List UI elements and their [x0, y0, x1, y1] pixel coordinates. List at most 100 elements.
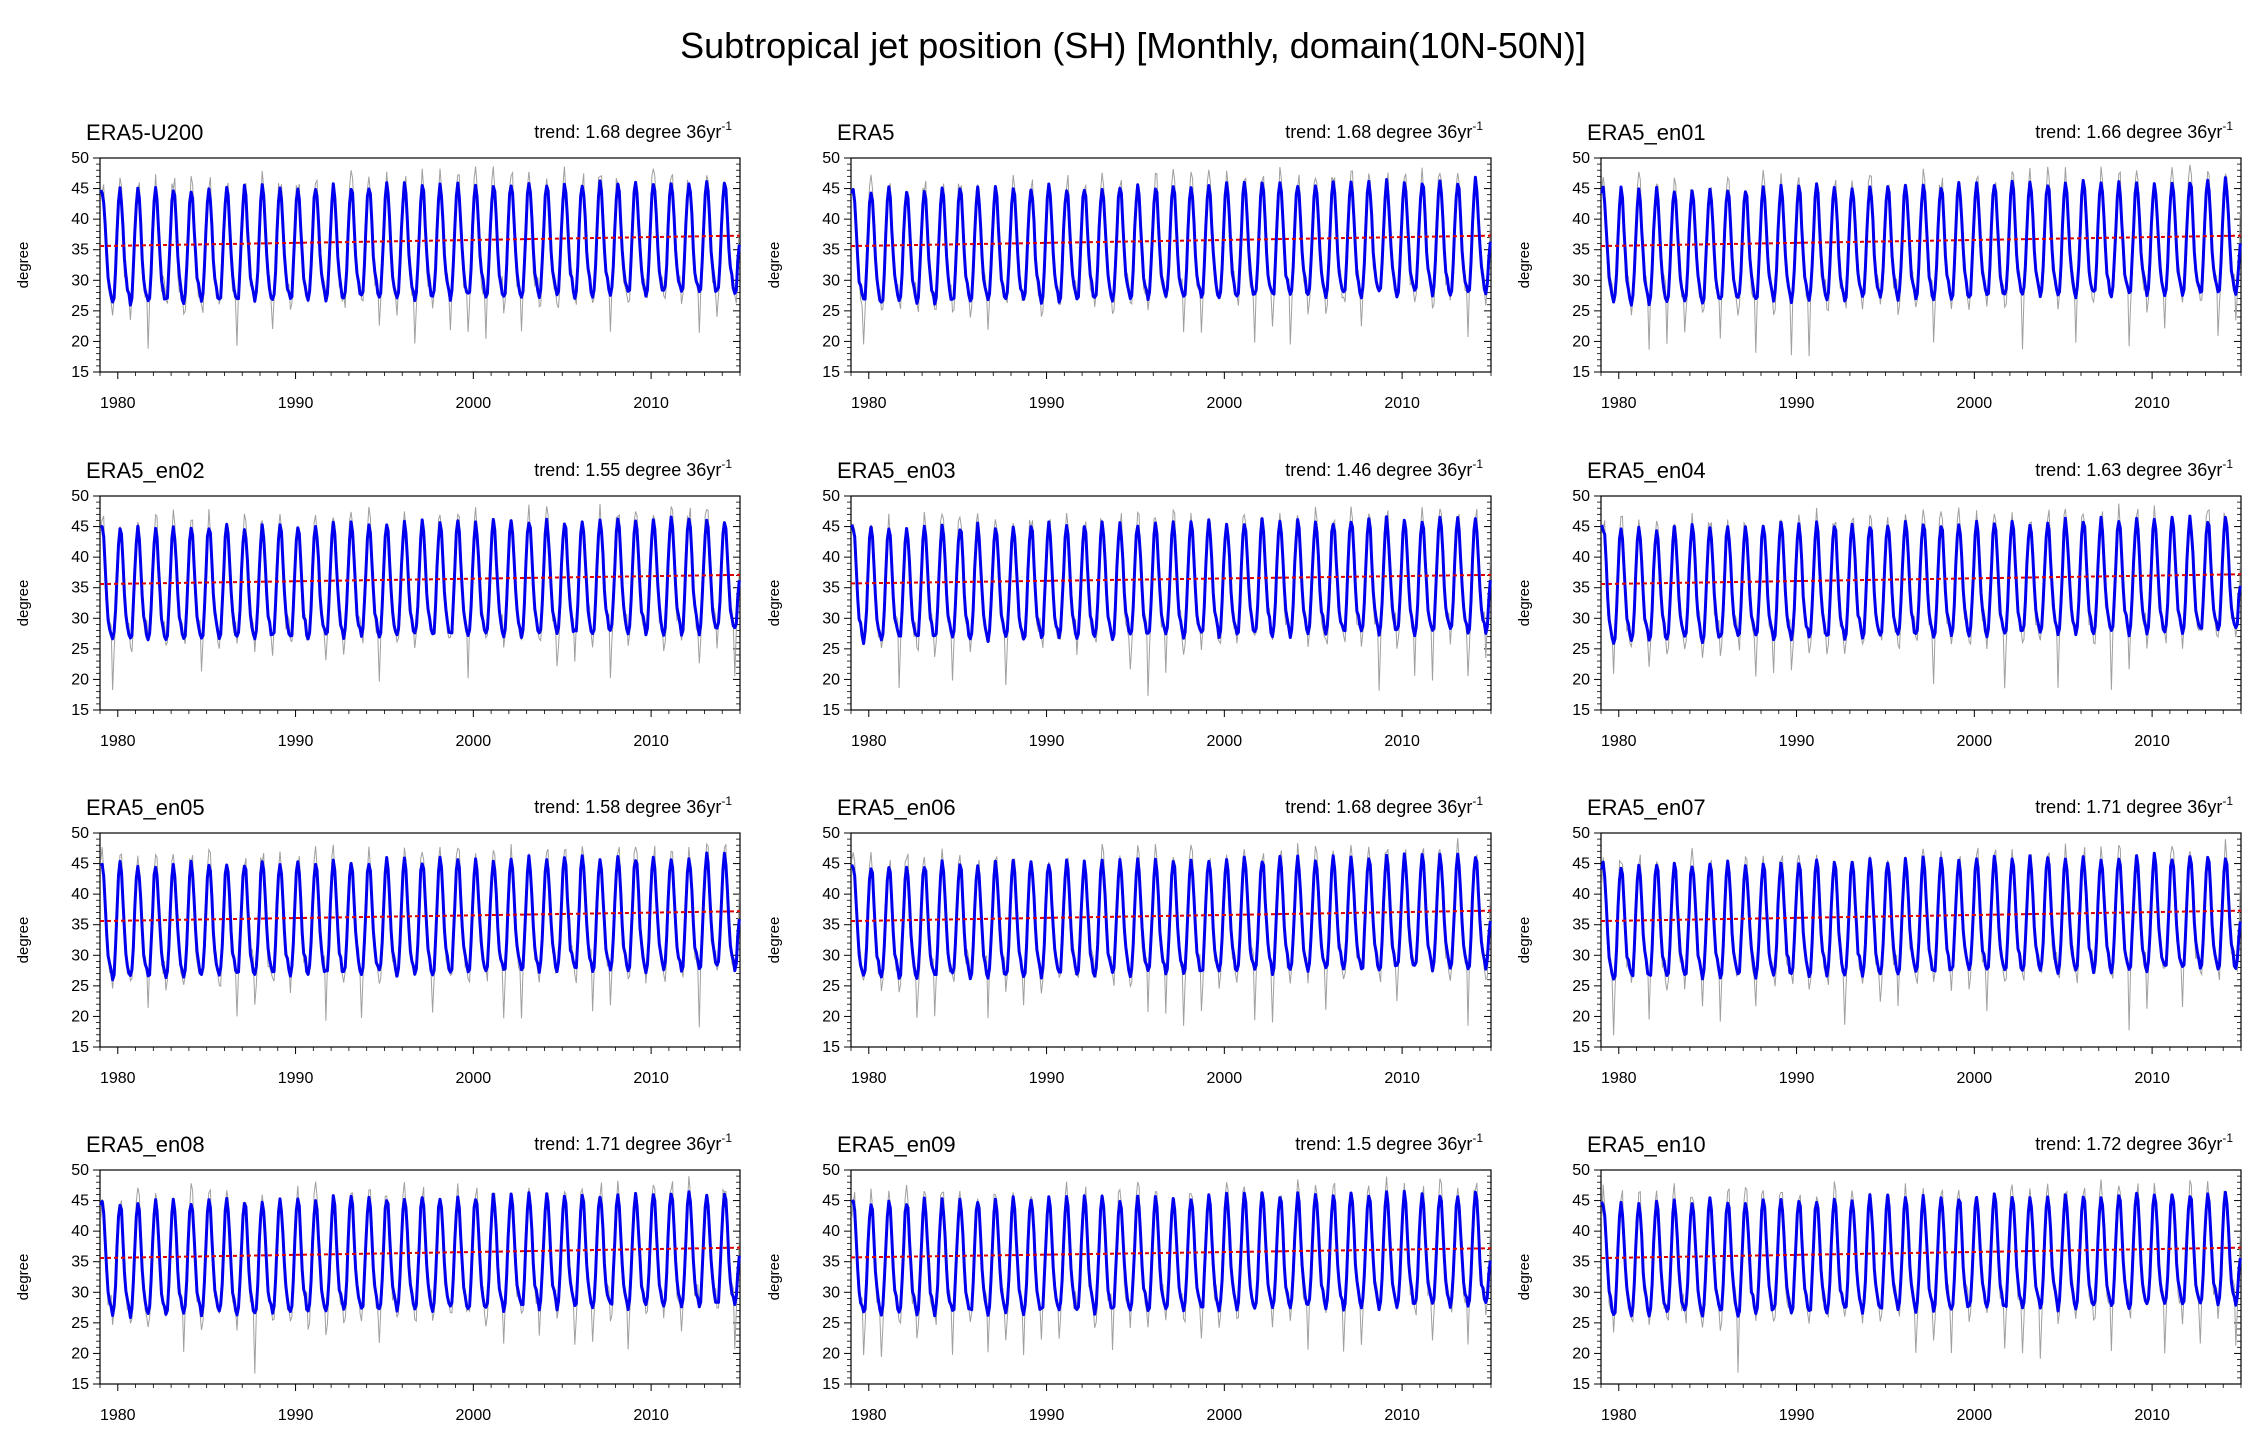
y-tick-label: 45 — [1572, 1193, 1590, 1210]
y-tick-label: 25 — [822, 303, 840, 320]
y-tick-label: 40 — [71, 549, 89, 566]
y-tick-label: 15 — [1572, 1039, 1590, 1056]
panel-title: ERA5_en06 — [837, 795, 956, 820]
y-axis-label: degree — [766, 1254, 783, 1301]
trend-line — [1600, 573, 2242, 586]
y-tick-label: 40 — [71, 211, 89, 228]
smoothed-series — [1600, 514, 2242, 645]
y-tick-label: 50 — [71, 1162, 89, 1179]
y-tick-label: 20 — [1572, 1345, 1590, 1362]
y-tick-label: 15 — [822, 364, 840, 381]
trend-label: trend: 1.68 degree 36yr-1 — [1285, 794, 1483, 817]
y-tick-label: 20 — [1572, 333, 1590, 350]
x-tick-label: 1990 — [1029, 733, 1065, 750]
smoothed-series — [850, 515, 1492, 646]
x-tick-label: 1990 — [1029, 1070, 1065, 1087]
panel-ERA5_en03: ERA5_en03 trend: 1.46 degree 36yr-1 15 20 25… — [766, 457, 1492, 750]
y-tick-label: 35 — [71, 917, 89, 934]
y-tick-label: 30 — [71, 272, 89, 289]
y-tick-label: 45 — [822, 181, 840, 198]
panel-ERA5-U200: ERA5-U200 trend: 1.68 degree 36yr-1 15 20 25… — [15, 119, 741, 412]
y-tick-label: 15 — [1572, 1376, 1590, 1393]
panel-title: ERA5_en04 — [1587, 458, 1706, 483]
x-tick-label: 2010 — [1384, 1070, 1420, 1087]
y-tick-label: 40 — [1572, 549, 1590, 566]
y-tick-label: 45 — [822, 519, 840, 536]
x-tick-label: 2010 — [633, 1070, 669, 1087]
y-tick-label: 30 — [822, 947, 840, 964]
y-tick-label: 20 — [822, 671, 840, 688]
x-tick-label: 1980 — [100, 1407, 136, 1424]
x-tick-label: 1990 — [278, 733, 314, 750]
trend-label: trend: 1.71 degree 36yr-1 — [2035, 794, 2233, 817]
x-tick-label: 2000 — [456, 395, 492, 412]
trend-line — [850, 909, 1492, 923]
y-tick-label: 30 — [822, 1284, 840, 1301]
y-axis-label: degree — [1516, 580, 1533, 627]
x-tick-label: 1980 — [1601, 1070, 1637, 1087]
trend-line — [1600, 234, 2242, 248]
y-tick-label: 20 — [1572, 671, 1590, 688]
y-tick-label: 45 — [1572, 856, 1590, 873]
y-tick-label: 20 — [822, 1345, 840, 1362]
x-tick-label: 2010 — [633, 395, 669, 412]
panel-ERA5_en10: ERA5_en10 trend: 1.72 degree 36yr-1 15 20 25… — [1516, 1131, 2242, 1424]
x-tick-label: 1980 — [851, 1070, 887, 1087]
x-tick-label: 1980 — [100, 395, 136, 412]
panel-ERA5_en09: ERA5_en09 trend: 1.5 degree 36yr-1 15 20 25 3… — [766, 1131, 1492, 1424]
x-tick-label: 1980 — [100, 733, 136, 750]
smoothed-series — [1600, 1190, 2242, 1318]
y-axis-label: degree — [15, 917, 32, 964]
x-tick-label: 1980 — [851, 1407, 887, 1424]
panel-title: ERA5_en05 — [86, 795, 205, 820]
y-tick-label: 50 — [1572, 825, 1590, 842]
y-tick-label: 15 — [71, 702, 89, 719]
y-axis-label: degree — [1516, 242, 1533, 289]
y-tick-label: 45 — [822, 856, 840, 873]
y-tick-label: 40 — [1572, 886, 1590, 903]
smoothed-series — [99, 1190, 741, 1320]
panel-ERA5_en07: ERA5_en07 trend: 1.71 degree 36yr-1 15 20 25… — [1516, 794, 2242, 1087]
trend-label: trend: 1.68 degree 36yr-1 — [1285, 119, 1483, 142]
y-tick-label: 45 — [71, 519, 89, 536]
panel-title: ERA5_en03 — [837, 458, 956, 483]
y-tick-label: 35 — [71, 242, 89, 259]
y-tick-label: 25 — [1572, 641, 1590, 658]
y-tick-label: 25 — [71, 303, 89, 320]
y-tick-label: 35 — [1572, 917, 1590, 934]
y-tick-label: 40 — [822, 1223, 840, 1240]
x-tick-label: 2010 — [633, 1407, 669, 1424]
y-tick-label: 25 — [71, 1315, 89, 1332]
y-tick-label: 50 — [822, 150, 840, 167]
x-tick-label: 2000 — [1957, 395, 1993, 412]
y-tick-label: 40 — [822, 211, 840, 228]
y-axis-label: degree — [15, 580, 32, 627]
y-tick-label: 35 — [822, 242, 840, 259]
y-tick-label: 20 — [71, 1345, 89, 1362]
x-tick-label: 2000 — [1207, 733, 1243, 750]
y-tick-label: 45 — [822, 1193, 840, 1210]
y-tick-label: 35 — [71, 580, 89, 597]
y-tick-label: 15 — [1572, 702, 1590, 719]
x-tick-label: 2010 — [1384, 395, 1420, 412]
x-tick-label: 1990 — [1779, 733, 1815, 750]
y-tick-label: 20 — [71, 333, 89, 350]
trend-label: trend: 1.71 degree 36yr-1 — [534, 1131, 732, 1154]
x-tick-label: 1990 — [278, 1070, 314, 1087]
x-tick-label: 2000 — [1207, 395, 1243, 412]
trend-label: trend: 1.58 degree 36yr-1 — [534, 794, 732, 817]
x-tick-label: 2000 — [1957, 1070, 1993, 1087]
y-tick-label: 40 — [1572, 211, 1590, 228]
x-tick-label: 2000 — [456, 1070, 492, 1087]
y-axis-label: degree — [766, 917, 783, 964]
x-tick-label: 2000 — [1957, 733, 1993, 750]
x-tick-label: 2000 — [456, 1407, 492, 1424]
trend-line — [99, 234, 741, 248]
y-axis-label: degree — [766, 580, 783, 627]
y-tick-label: 15 — [822, 1039, 840, 1056]
y-tick-label: 50 — [71, 825, 89, 842]
y-tick-label: 35 — [1572, 1254, 1590, 1271]
trend-line — [99, 910, 741, 923]
panel-ERA5_en02: ERA5_en02 trend: 1.55 degree 36yr-1 15 20 25… — [15, 457, 741, 750]
trend-label: trend: 1.68 degree 36yr-1 — [534, 119, 732, 142]
